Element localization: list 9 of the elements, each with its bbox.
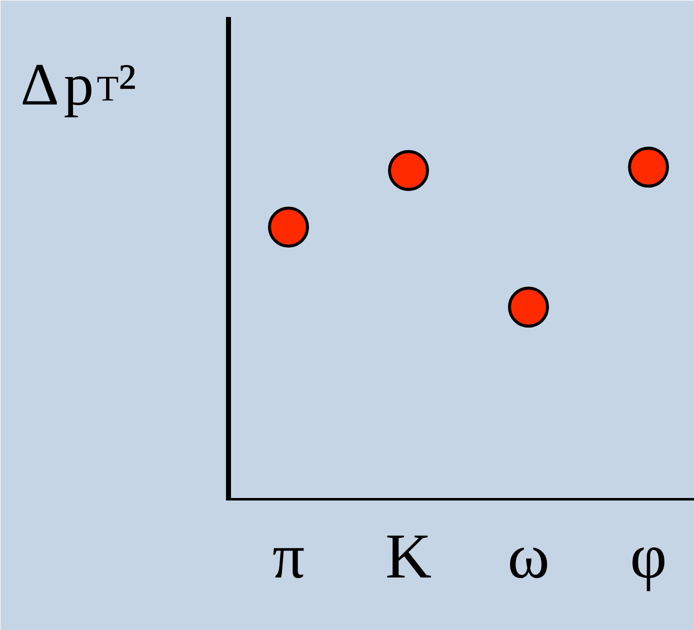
x-tick-label: π	[272, 520, 305, 592]
y-axis-title: ΔpT²	[20, 52, 136, 118]
point	[268, 206, 309, 248]
x-tick-label: φ	[630, 520, 667, 592]
point	[388, 150, 429, 191]
x-tick-label: ω	[507, 520, 550, 592]
point	[628, 146, 669, 188]
x-tick-label: K	[385, 520, 432, 592]
point	[508, 286, 549, 328]
